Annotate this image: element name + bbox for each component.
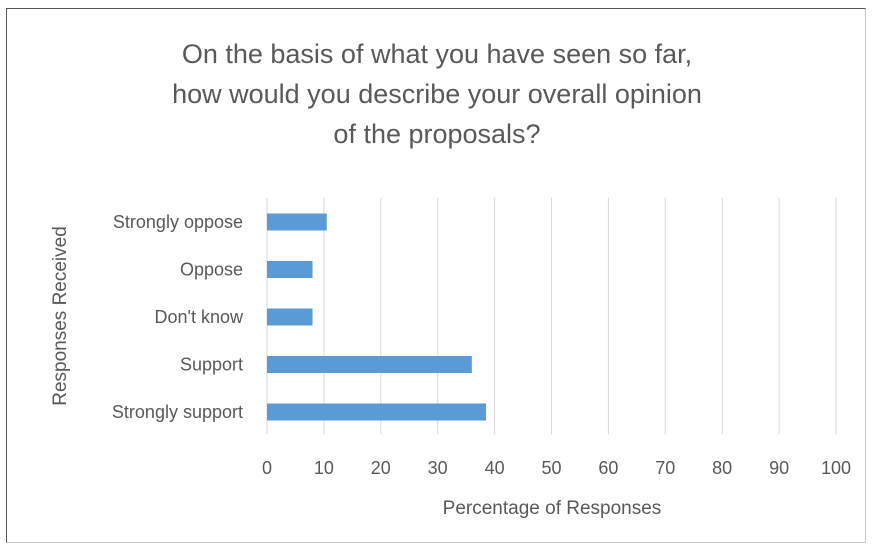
x-tick-label: 80	[712, 458, 732, 478]
x-tick-label: 10	[314, 458, 334, 478]
bar	[267, 308, 313, 326]
category-label: Oppose	[180, 260, 243, 280]
x-tick-label: 30	[428, 458, 448, 478]
x-tick-label: 100	[821, 458, 851, 478]
bar	[267, 261, 313, 278]
category-label: Don't know	[155, 307, 244, 327]
category-label: Strongly support	[112, 402, 243, 422]
x-tick-label: 90	[769, 458, 789, 478]
bar	[267, 403, 487, 421]
chart-title: On the basis of what you have seen so fa…	[0, 34, 874, 154]
x-tick-label: 40	[485, 458, 505, 478]
chart-title-line-1: On the basis of what you have seen so fa…	[181, 39, 693, 69]
chart-title-line-3: of the proposals?	[333, 119, 541, 149]
bars	[267, 213, 487, 421]
bar	[267, 213, 327, 231]
x-tick-label: 50	[541, 458, 561, 478]
x-tick-label: 60	[598, 458, 618, 478]
category-label: Support	[180, 355, 243, 375]
x-tick-label: 20	[371, 458, 391, 478]
gridlines	[266, 198, 837, 434]
category-labels: Strongly oppose Oppose Don't know Support St…	[112, 212, 244, 422]
x-tick-label: 0	[262, 458, 272, 478]
x-tick-label: 70	[655, 458, 675, 478]
category-label: Strongly oppose	[113, 212, 243, 232]
bar	[267, 356, 472, 373]
chart-title-line-2: how would you describe your overall opin…	[172, 79, 702, 109]
x-axis-title: Percentage of Responses	[443, 498, 662, 519]
x-tick-labels: 0 10 20 30 40 50 60 70 80 90 100	[262, 458, 851, 478]
y-axis-title: Responses Received	[50, 226, 71, 406]
